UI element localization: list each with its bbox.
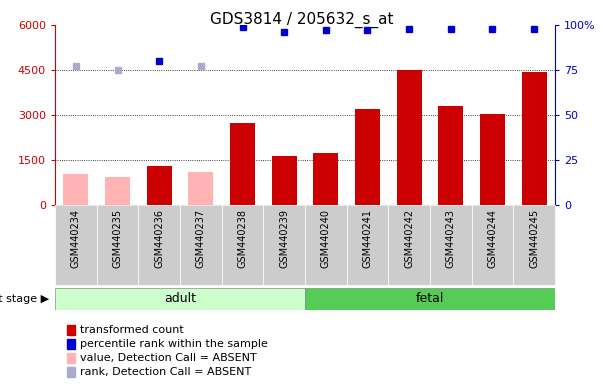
- Bar: [305, 205, 347, 285]
- Text: GSM440237: GSM440237: [196, 209, 206, 268]
- Text: GDS3814 / 205632_s_at: GDS3814 / 205632_s_at: [210, 12, 393, 28]
- Bar: [347, 205, 388, 285]
- Text: transformed count: transformed count: [80, 325, 183, 335]
- Text: development stage ▶: development stage ▶: [0, 294, 49, 304]
- Bar: [138, 205, 180, 285]
- Bar: [188, 172, 213, 205]
- Text: GSM440243: GSM440243: [446, 209, 456, 268]
- Bar: [222, 205, 264, 285]
- Bar: [96, 205, 138, 285]
- Text: adult: adult: [164, 293, 196, 306]
- Text: GSM440241: GSM440241: [362, 209, 373, 268]
- Text: value, Detection Call = ABSENT: value, Detection Call = ABSENT: [80, 353, 256, 363]
- Bar: [314, 152, 338, 205]
- Text: GSM440239: GSM440239: [279, 209, 289, 268]
- Bar: [272, 156, 297, 205]
- Text: fetal: fetal: [416, 293, 444, 306]
- Text: GSM440244: GSM440244: [487, 209, 497, 268]
- Text: GSM440238: GSM440238: [238, 209, 247, 268]
- Bar: [388, 205, 430, 285]
- Bar: [430, 205, 472, 285]
- Bar: [63, 174, 88, 205]
- Bar: [480, 114, 505, 205]
- Bar: [438, 106, 463, 205]
- Bar: [264, 205, 305, 285]
- Bar: [397, 70, 421, 205]
- Text: GSM440234: GSM440234: [71, 209, 81, 268]
- Text: percentile rank within the sample: percentile rank within the sample: [80, 339, 268, 349]
- Bar: [230, 122, 255, 205]
- Text: GSM440245: GSM440245: [529, 209, 539, 268]
- Text: GSM440240: GSM440240: [321, 209, 331, 268]
- Bar: [147, 166, 172, 205]
- Text: rank, Detection Call = ABSENT: rank, Detection Call = ABSENT: [80, 367, 251, 377]
- Text: GSM440236: GSM440236: [154, 209, 164, 268]
- Bar: [305, 288, 555, 310]
- Bar: [55, 288, 305, 310]
- Text: GSM440242: GSM440242: [404, 209, 414, 268]
- Bar: [472, 205, 513, 285]
- Bar: [355, 109, 380, 205]
- Bar: [513, 205, 555, 285]
- Text: GSM440235: GSM440235: [113, 209, 122, 268]
- Bar: [105, 177, 130, 205]
- Bar: [522, 71, 547, 205]
- Bar: [180, 205, 222, 285]
- Bar: [55, 205, 96, 285]
